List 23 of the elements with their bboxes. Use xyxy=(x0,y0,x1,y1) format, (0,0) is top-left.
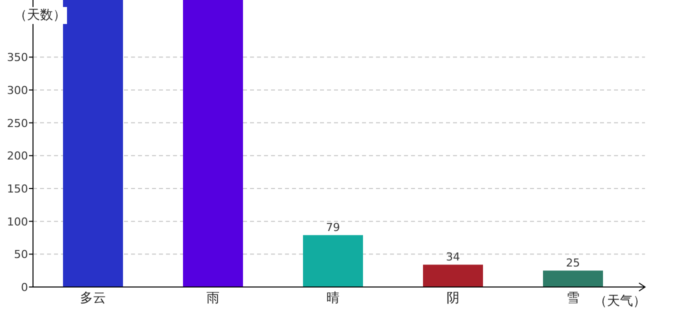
data-label: 79 xyxy=(326,221,340,234)
x-axis-title: （天气） xyxy=(594,294,646,309)
x-tick-label: 晴 xyxy=(326,291,340,306)
y-tick-label: 350 xyxy=(7,51,28,64)
x-tick-label: 雪 xyxy=(566,291,580,306)
y-tick-label: 200 xyxy=(7,150,28,163)
data-label: 25 xyxy=(566,256,580,270)
y-tick-label: 50 xyxy=(14,248,28,262)
bar xyxy=(423,264,483,287)
bar xyxy=(303,235,363,287)
y-tick-label: 100 xyxy=(7,215,28,228)
bar xyxy=(63,0,123,287)
y-axis-title: （天数） xyxy=(14,8,66,23)
y-tick-label: 0 xyxy=(21,281,28,294)
x-tick-label: 阴 xyxy=(446,291,460,306)
bar xyxy=(183,0,243,287)
data-label: 34 xyxy=(446,250,460,264)
y-tick-label: 300 xyxy=(7,84,28,97)
y-tick-label: 250 xyxy=(7,116,28,130)
x-tick-label: 多云 xyxy=(80,291,106,306)
bar xyxy=(543,270,603,287)
y-tick-label: 150 xyxy=(7,182,28,196)
x-tick-label: 雨 xyxy=(206,291,220,306)
